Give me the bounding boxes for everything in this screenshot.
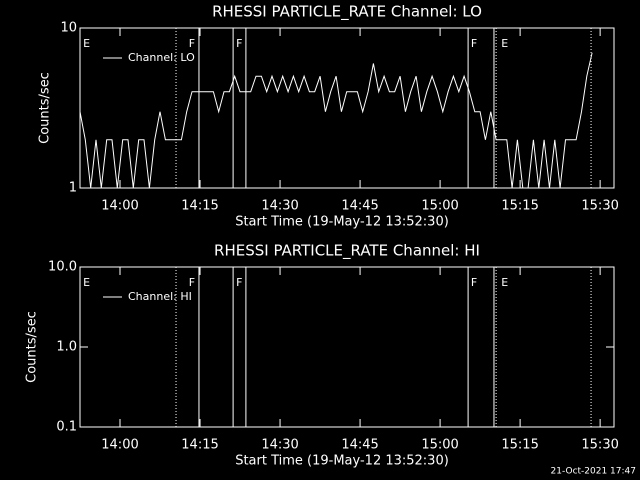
event-label: F (236, 37, 242, 50)
data-line (79, 52, 593, 189)
x-tick-label: 14:00 (101, 438, 138, 453)
event-label: E (501, 276, 508, 289)
x-tick-label: 14:45 (341, 438, 378, 453)
x-tick-label: 14:30 (261, 199, 298, 214)
chart-title: RHESSI PARTICLE_RATE Channel: HI (214, 242, 480, 261)
x-tick-label: 14:00 (101, 199, 138, 214)
event-label: F (189, 276, 195, 289)
x-tick-label: 15:15 (501, 199, 538, 214)
y-axis-label: Counts/sec (38, 72, 53, 144)
event-label: F (471, 37, 477, 50)
y-axis-label: Counts/sec (25, 311, 40, 383)
event-label: E (83, 276, 90, 289)
event-label: F (236, 276, 242, 289)
legend-label: Channel: HI (128, 290, 192, 303)
x-tick-label: 15:00 (421, 438, 458, 453)
y-tick-label: 1.0 (56, 340, 77, 355)
event-label: F (471, 276, 477, 289)
legend-label: Channel: LO (128, 51, 195, 64)
y-tick-label: 0.1 (56, 420, 77, 435)
x-tick-label: 14:15 (181, 199, 218, 214)
plot-frame (79, 27, 615, 189)
x-tick-label: 14:45 (341, 199, 378, 214)
footer: 21-Oct-2021 17:47 (551, 467, 636, 477)
y-tick-label: 10 (60, 21, 77, 36)
x-axis-label: Start Time (19-May-12 13:52:30) (235, 215, 449, 230)
event-label: E (83, 37, 90, 50)
x-tick-label: 14:15 (181, 438, 218, 453)
x-tick-label: 15:00 (421, 199, 458, 214)
event-label: F (189, 37, 195, 50)
event-label: E (501, 37, 508, 50)
x-tick-label: 15:30 (581, 438, 618, 453)
x-tick-label: 14:30 (261, 438, 298, 453)
y-tick-label: 10.0 (48, 260, 77, 275)
chart-title: RHESSI PARTICLE_RATE Channel: LO (212, 3, 482, 22)
x-tick-label: 15:15 (501, 438, 538, 453)
x-tick-label: 15:30 (581, 199, 618, 214)
x-axis-label: Start Time (19-May-12 13:52:30) (235, 454, 449, 469)
y-tick-label: 1 (69, 181, 77, 196)
